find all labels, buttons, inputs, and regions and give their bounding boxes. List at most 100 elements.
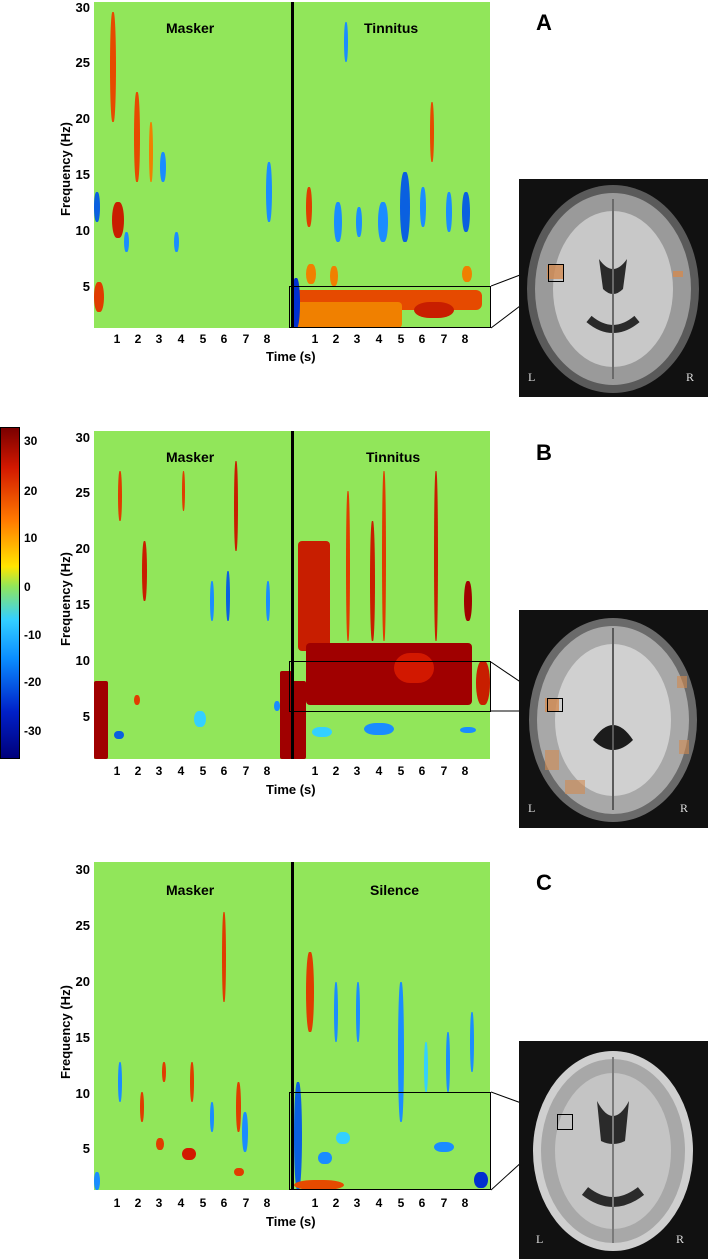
x-tick: 4	[177, 332, 185, 346]
y-tick: 25	[75, 55, 90, 70]
y-tick: 25	[75, 485, 90, 500]
y-tick: 30	[75, 862, 90, 877]
panel-letter: A	[536, 10, 552, 35]
activation-blob	[394, 653, 434, 683]
activation-blob	[434, 1142, 454, 1152]
x-tick: 8	[461, 1196, 469, 1210]
activation-blob	[446, 1032, 450, 1092]
brain-mri-image	[519, 610, 708, 828]
activation-blob	[242, 1112, 248, 1152]
activation-blob	[292, 302, 402, 328]
colorbar-tick: 20	[24, 484, 38, 498]
activation-blob	[414, 302, 454, 318]
activation-blob	[182, 471, 185, 511]
x-tick: 8	[263, 764, 271, 778]
x-tick: 2	[332, 764, 340, 778]
activation-blob	[160, 152, 166, 182]
activation-blob	[460, 727, 476, 733]
x-tick: 2	[134, 332, 142, 346]
colorbar	[0, 427, 20, 759]
activation-blob	[346, 491, 350, 641]
activation-blob	[298, 541, 330, 651]
brain-roi-box	[547, 698, 563, 712]
x-tick: 4	[375, 764, 383, 778]
brain-roi-box	[548, 264, 564, 282]
x-tick: 7	[440, 332, 448, 346]
x-tick: 6	[418, 1196, 426, 1210]
colorbar-tick: -20	[24, 675, 42, 689]
x-tick: 3	[353, 764, 361, 778]
x-tick: 1	[311, 764, 319, 778]
y-tick: 5	[82, 709, 90, 724]
x-tick: 4	[177, 764, 185, 778]
activation-blob	[294, 1082, 302, 1190]
activation-blob	[370, 521, 375, 641]
y-tick: 30	[75, 0, 90, 15]
x-tick: 6	[220, 332, 228, 346]
activation-blob	[464, 581, 472, 621]
y-tick: 15	[75, 167, 90, 182]
brain-mri-image	[519, 1041, 708, 1259]
brain-right-marker: R	[680, 801, 689, 815]
x-tick: 1	[113, 332, 121, 346]
activation-blob	[110, 12, 116, 122]
y-tick: 5	[82, 279, 90, 294]
activation-blob	[330, 266, 338, 286]
x-tick: 1	[113, 764, 121, 778]
activation-blob	[118, 471, 122, 521]
activation-blob	[174, 232, 179, 252]
activation-blob	[140, 1092, 144, 1122]
activation-blob	[424, 1042, 428, 1092]
activation-blob	[400, 172, 410, 242]
x-axis-label: Time (s)	[266, 349, 316, 364]
activation-blob	[142, 541, 147, 601]
activation-blob	[292, 681, 306, 759]
x-tick: 7	[242, 764, 250, 778]
activation-blob	[356, 982, 360, 1042]
y-tick: 10	[75, 223, 90, 238]
x-tick: 5	[199, 332, 207, 346]
activation-blob	[94, 681, 108, 759]
activation-blob	[356, 207, 362, 237]
activation-blob	[476, 661, 490, 705]
colorbar-tick: -30	[24, 724, 42, 738]
y-tick: 10	[75, 653, 90, 668]
y-tick: 20	[75, 974, 90, 989]
activation-blob	[446, 192, 452, 232]
x-tick: 6	[418, 332, 426, 346]
activation-blob	[462, 192, 470, 232]
activation-blob	[124, 232, 129, 252]
colorbar-tick: 10	[24, 531, 38, 545]
roi-box	[289, 1092, 491, 1190]
roi-box	[289, 286, 491, 328]
x-tick: 5	[199, 764, 207, 778]
activation-blob	[118, 1062, 122, 1102]
y-tick: 5	[82, 1141, 90, 1156]
brain-roi-box	[557, 1114, 573, 1130]
x-tick: 3	[155, 764, 163, 778]
condition-divider	[291, 2, 294, 328]
activation-blob	[306, 264, 316, 284]
activation-blob	[194, 711, 206, 727]
x-tick: 3	[155, 332, 163, 346]
activation-blob	[94, 1172, 100, 1190]
x-tick: 1	[311, 332, 319, 346]
activation-blob	[274, 701, 280, 711]
roi-box	[289, 661, 491, 712]
x-tick: 5	[397, 1196, 405, 1210]
brain-right-marker: R	[686, 370, 695, 384]
activation-blob	[112, 202, 124, 238]
y-tick: 15	[75, 597, 90, 612]
activation-blob	[430, 102, 434, 162]
activation-blob	[382, 471, 386, 641]
colorbar-tick: 0	[24, 580, 31, 594]
x-tick: 7	[440, 1196, 448, 1210]
masker-label: Masker	[166, 882, 215, 898]
y-tick: 20	[75, 541, 90, 556]
colorbar-tick: -10	[24, 628, 42, 642]
y-tick: 30	[75, 430, 90, 445]
activation-blob	[234, 1168, 244, 1176]
brain-left-marker: L	[528, 801, 536, 815]
tf-map-c	[94, 862, 490, 1190]
activation-blob	[292, 278, 300, 328]
